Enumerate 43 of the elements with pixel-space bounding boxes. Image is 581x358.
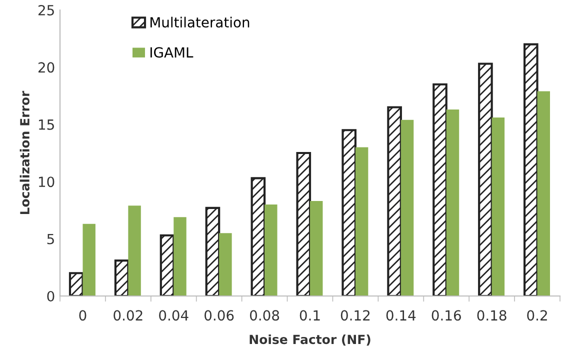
bar: [478, 62, 493, 296]
bar: [264, 204, 278, 296]
bar: [355, 147, 368, 296]
x-tick-label: 0.2: [527, 310, 547, 321]
bar: [114, 259, 130, 296]
bar: [492, 118, 505, 296]
bar: [250, 177, 266, 296]
bar: [205, 206, 220, 296]
x-tick-label: 0.14: [386, 310, 416, 321]
bar: [219, 233, 232, 296]
x-tick-label: 0.08: [250, 310, 280, 321]
bar: [128, 206, 141, 296]
x-tick-label: 0.06: [204, 310, 234, 321]
bar: [296, 152, 312, 296]
legend-label: Multilateration: [150, 16, 250, 28]
x-axis-title: Noise Factor (NF): [250, 334, 370, 346]
x-tick-label: 0.18: [477, 310, 506, 321]
bar: [68, 272, 84, 296]
x-tick-label: 0.02: [114, 310, 142, 321]
bar: [174, 217, 186, 296]
x-tick-label: 0.04: [159, 310, 188, 321]
bar: [310, 201, 323, 296]
y-axis-title: Localization Error: [20, 90, 30, 214]
y-tick-label: 15: [38, 120, 54, 130]
y-tick-label: 5: [47, 234, 54, 244]
legend-label: IGAML: [150, 47, 194, 58]
x-tick-label: 0.16: [432, 310, 461, 321]
x-tick-label: 0.12: [340, 310, 370, 321]
y-tick-label: 20: [38, 62, 54, 73]
x-tick-label: 0: [79, 310, 86, 321]
bar: [160, 234, 175, 296]
bar: [537, 91, 550, 296]
bar: [446, 110, 460, 296]
bar: [342, 129, 356, 296]
x-tick-label: 0.1: [300, 310, 320, 321]
bar: [82, 224, 96, 296]
bar: [400, 120, 414, 296]
bar: [387, 106, 402, 296]
y-tick-label: 10: [38, 176, 54, 188]
y-tick-label: 25: [38, 4, 54, 16]
bar: [432, 83, 448, 296]
y-tick-label: 0: [47, 290, 54, 302]
bar: [524, 43, 538, 296]
